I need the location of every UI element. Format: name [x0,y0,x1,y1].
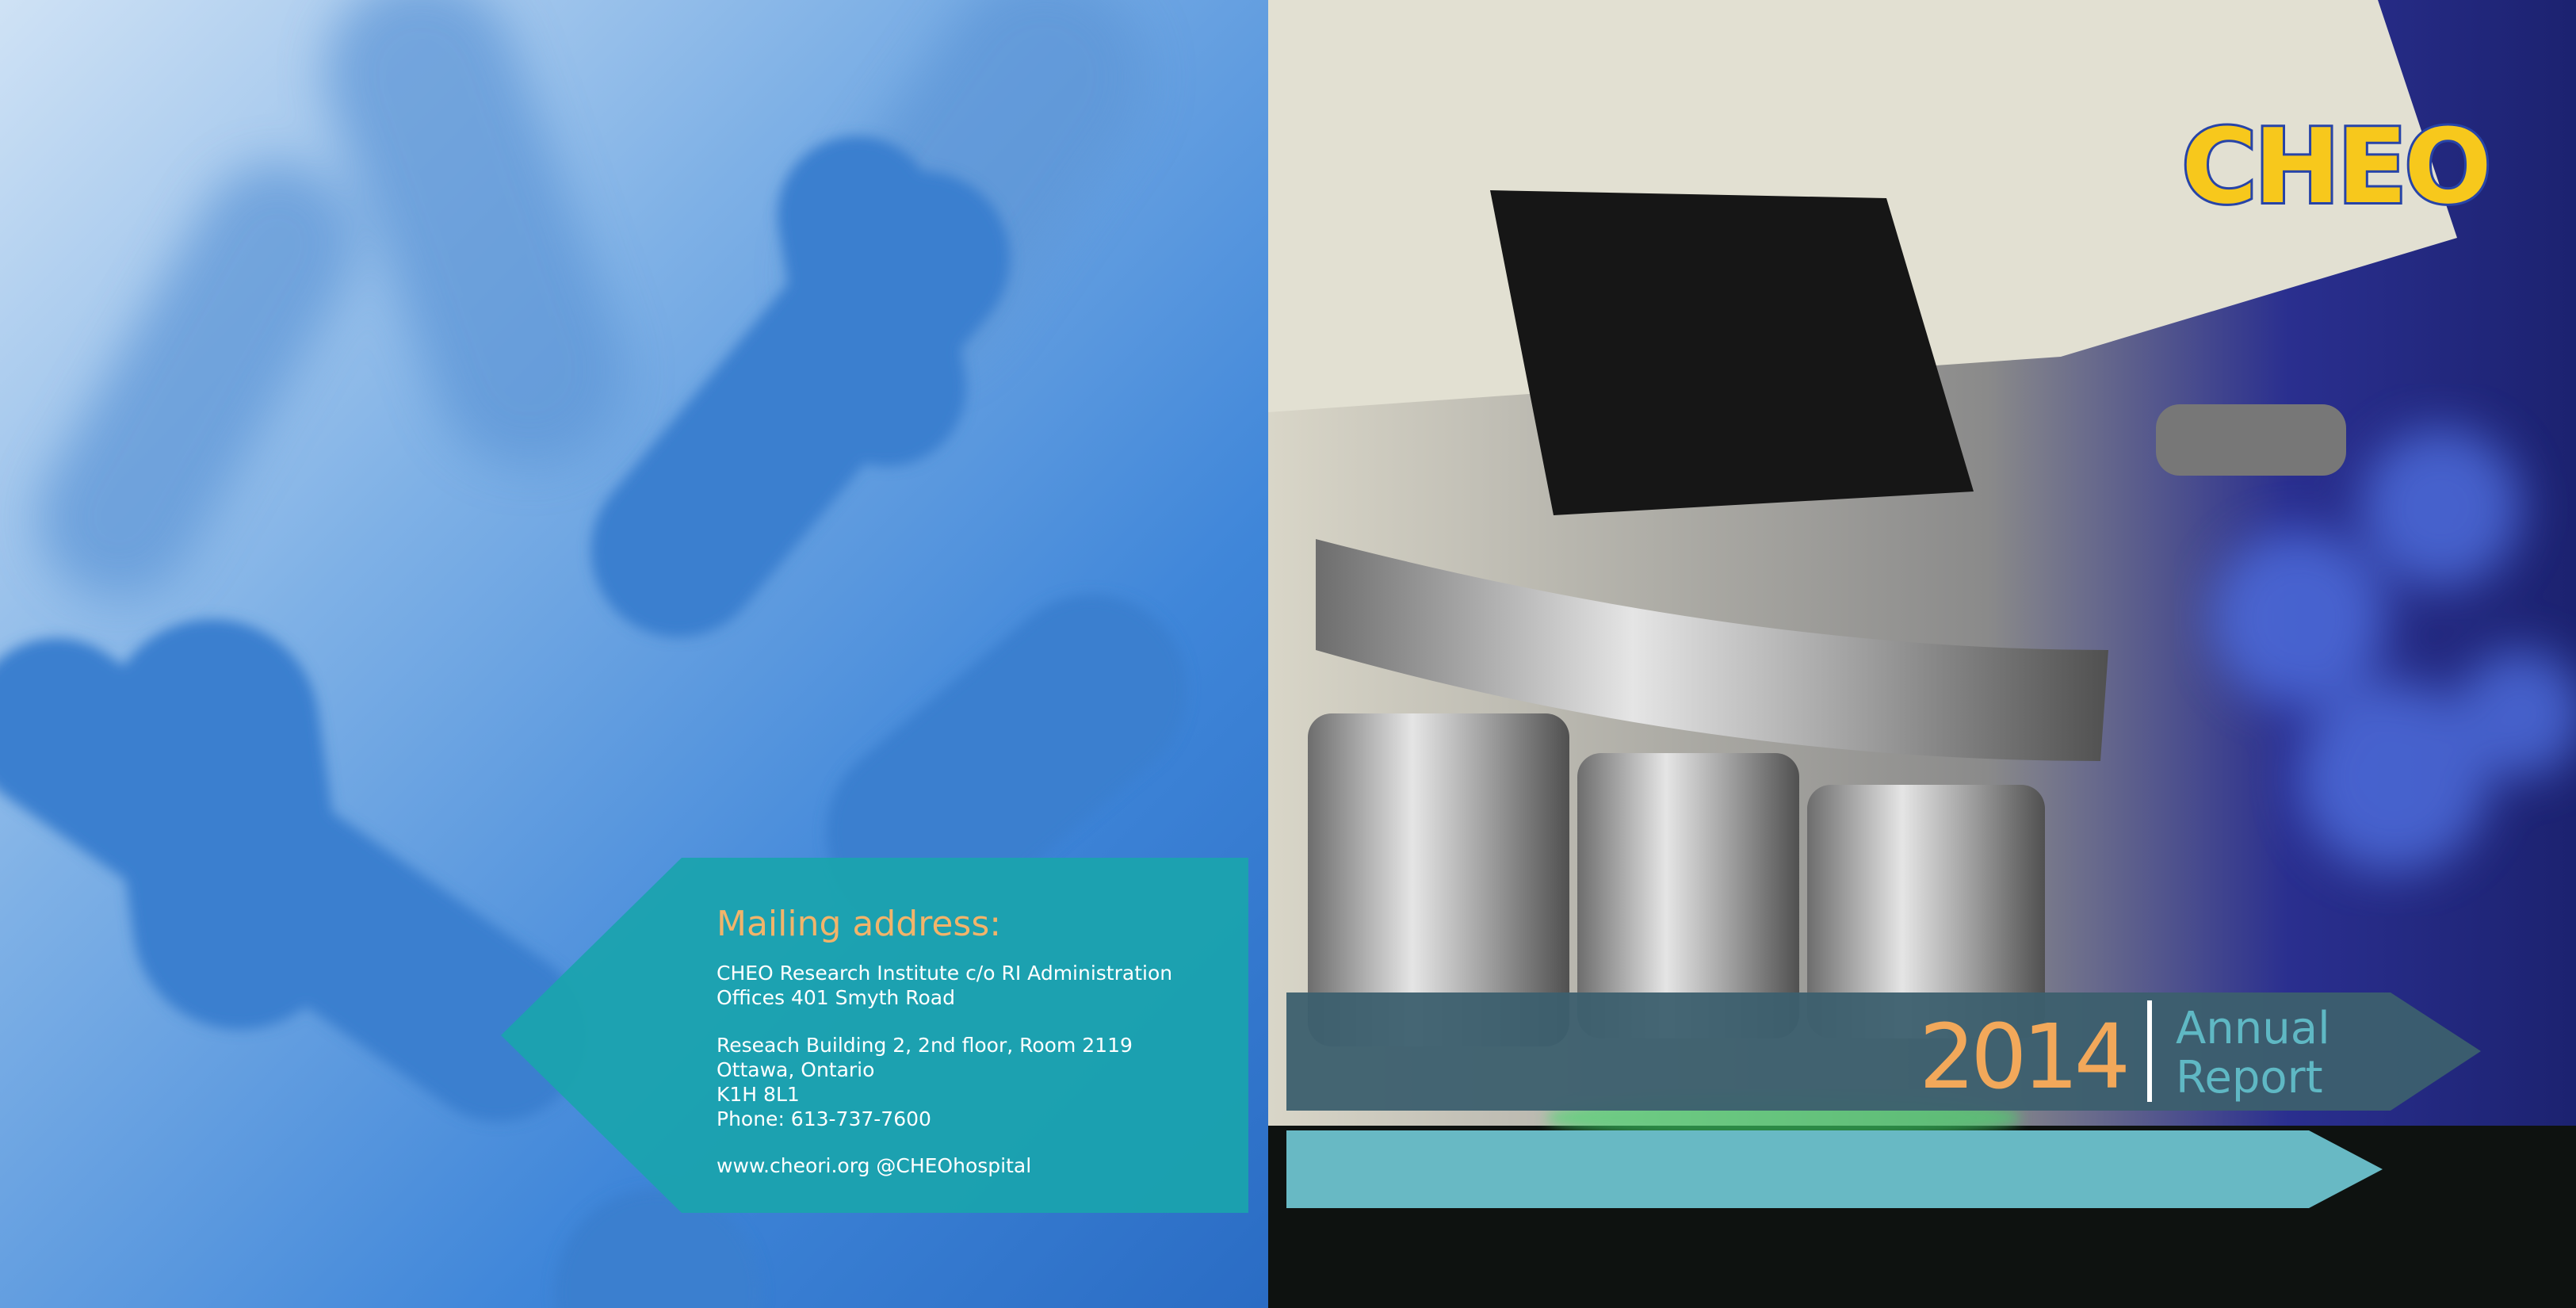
year: 2014 [1919,1006,2126,1109]
address-line: www.cheori.org @CHEOhospital [717,1154,1031,1177]
microscope-knob [2156,404,2346,476]
bokeh [2211,428,2576,872]
objective [1308,713,1569,1046]
address-line: Reseach Building 2, 2nd floor, Room 2119 [717,1034,1133,1057]
title-banner [1286,992,2481,1111]
address-line: K1H 8L1 [717,1083,800,1106]
address-line: CHEO Research Institute c/o RI Administr… [717,962,1172,985]
chromosomes [0,136,1187,1308]
address-line: Ottawa, Ontario [717,1058,874,1081]
address-line: Offices 401 Smyth Road [717,986,955,1009]
logo: CHEO [2181,106,2489,227]
objective [1577,753,1799,1038]
mailing-address: CHEO Research Institute c/o RI Administr… [717,962,1172,1177]
accent-banner [1286,1130,2383,1208]
nosepiece [1316,539,2108,761]
address-line: Phone: 613-737-7600 [717,1107,931,1130]
title-line: Annual [2176,1003,2330,1054]
mailing-title: Mailing address: [717,904,1001,944]
microscope-prism [1490,190,1974,515]
objective [1807,785,2045,1038]
title-line: Report [2176,1052,2323,1103]
mailing-box [501,858,1248,1213]
